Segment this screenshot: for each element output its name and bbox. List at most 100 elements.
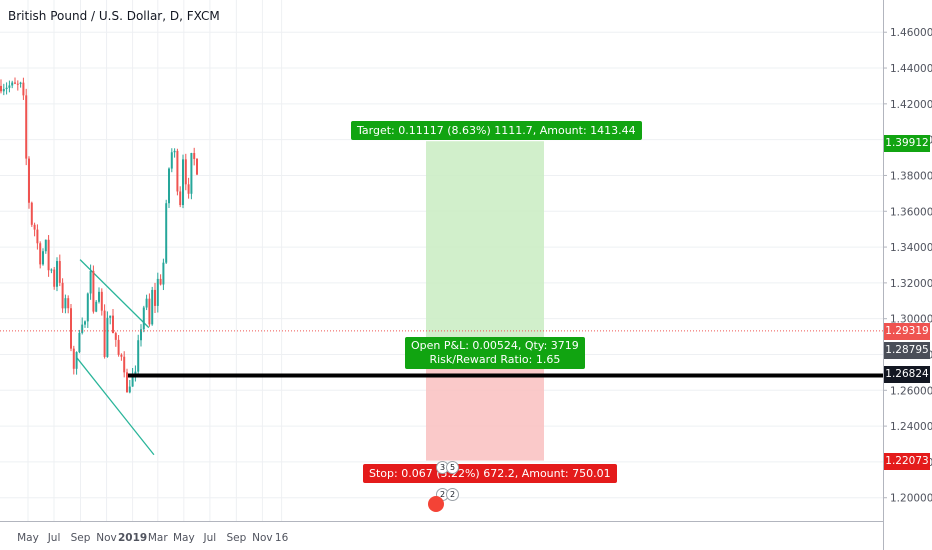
candle-body [70, 308, 72, 349]
candle-body [39, 243, 42, 265]
candle-body [19, 82, 22, 84]
candle-body [16, 83, 19, 85]
candle-body [72, 348, 75, 369]
candle-body [92, 270, 95, 312]
x-tick-label: May [173, 532, 195, 544]
candle-body [182, 159, 184, 206]
candle-body [142, 307, 145, 330]
candle-body [128, 386, 131, 393]
candle-body [8, 85, 11, 88]
candle-body [64, 298, 67, 309]
candle-body [154, 289, 156, 306]
candle-body [179, 191, 182, 206]
candle-body [84, 321, 86, 325]
candle-body [187, 184, 190, 194]
candle-body [176, 150, 179, 192]
candle-body [193, 153, 196, 159]
candle-body [47, 239, 50, 271]
x-tick-label: Jul [203, 532, 217, 544]
candle-body [22, 82, 25, 96]
candle-body [98, 291, 100, 302]
candle-body [103, 310, 106, 357]
candle-body [137, 340, 140, 372]
candle-body [173, 150, 176, 153]
candle-body [100, 291, 103, 311]
x-tick-label: May [17, 532, 39, 544]
candle-body [42, 251, 44, 265]
candle-body [11, 82, 14, 86]
candle-body [134, 371, 137, 375]
candle-body [36, 229, 39, 244]
event-badge[interactable]: 5 [446, 461, 459, 474]
channel-lower-line [76, 357, 155, 456]
candle-body [168, 168, 170, 204]
candle-body [0, 85, 2, 92]
x-tick-label: Mar [148, 532, 168, 544]
candle-body [56, 261, 58, 287]
stop-price-label: 1.22073 [884, 453, 930, 470]
y-tick-label: 1.38000 [890, 170, 932, 182]
y-tick-label: 1.30000 [890, 314, 932, 326]
candle-body [106, 317, 109, 357]
x-tick-label: Jul [47, 532, 61, 544]
stop-label: Stop: 0.067 (5.22%) 672.2, Amount: 750.0… [363, 464, 617, 483]
x-tick-label: 2019 [118, 532, 147, 544]
level-price-label: 1.26824 [884, 366, 930, 383]
open-pnl-text: Open P&L: 0.00524, Qty: 3719 [411, 339, 579, 352]
y-tick-label: 1.32000 [890, 278, 932, 290]
symbol-title[interactable]: British Pound / U.S. Dollar, D, FXCM [8, 9, 220, 23]
candle-body [140, 329, 142, 341]
candle-body [53, 269, 56, 287]
candle-body [165, 203, 168, 263]
candle-body [61, 282, 64, 309]
candle-body [50, 269, 53, 271]
x-tick-label: Sep [71, 532, 91, 544]
candle-body [145, 298, 148, 308]
candle-body [67, 298, 70, 309]
y-tick-label: 1.36000 [890, 206, 932, 218]
y-tick-label: 1.44000 [890, 63, 932, 75]
candle-body [28, 158, 30, 203]
y-tick-label: 1.42000 [890, 99, 932, 111]
candle-body [14, 82, 16, 84]
candle-body [109, 315, 112, 318]
candle-body [44, 239, 47, 252]
y-tick-label: 1.26000 [890, 385, 932, 397]
candle-body [25, 95, 28, 159]
candle-body [89, 270, 92, 294]
candle-body [86, 293, 89, 322]
candle-body [5, 87, 8, 90]
x-tick-label: Nov [96, 532, 117, 544]
candle-body [190, 153, 193, 194]
candle-body [2, 89, 5, 92]
candle-body [196, 158, 198, 175]
pnl-label: Open P&L: 0.00524, Qty: 3719 Risk/Reward… [405, 337, 585, 369]
candle-body [75, 352, 78, 369]
candle-body [81, 324, 84, 333]
x-tick-label: 16 [275, 532, 289, 544]
candle-body [184, 159, 187, 185]
candle-body [126, 372, 128, 393]
candle-body [120, 354, 123, 357]
target-price-label: 1.39912 [884, 135, 930, 152]
candle-body [30, 202, 33, 225]
y-tick-label: 1.20000 [890, 493, 932, 505]
y-tick-label: 1.46000 [890, 27, 932, 39]
candle-body [162, 262, 165, 285]
candle-body [114, 333, 117, 340]
candle-body [148, 298, 151, 325]
candle-body [33, 224, 36, 230]
candle-body [117, 339, 120, 355]
candle-body [151, 289, 154, 325]
y-tick-label: 1.34000 [890, 242, 932, 254]
candle-body [159, 278, 162, 285]
candle-body [170, 152, 173, 169]
candle-body [123, 356, 126, 373]
risk-reward-text: Risk/Reward Ratio: 1.65 [429, 353, 561, 366]
economic-event-icon[interactable] [428, 496, 444, 512]
candle-body [112, 315, 114, 334]
event-badge[interactable]: 2 [446, 488, 459, 501]
x-tick-label: Nov [252, 532, 273, 544]
candle-body [131, 374, 134, 387]
